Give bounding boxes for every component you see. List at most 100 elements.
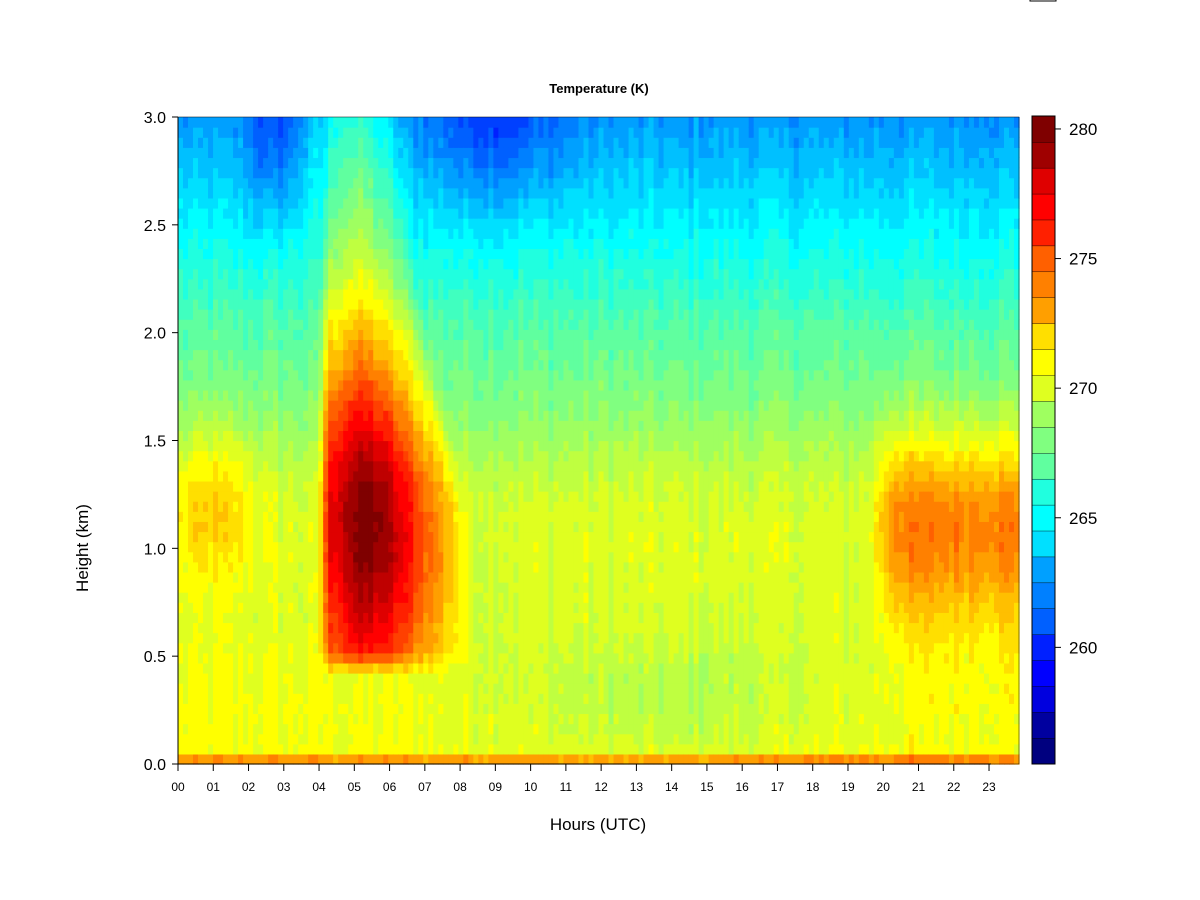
heatmap-cell [268,197,274,209]
heatmap-cell [493,117,499,128]
heatmap-cell [468,460,474,472]
heatmap-cell [418,501,424,512]
heatmap-cell [358,723,364,735]
heatmap-cell [488,207,494,219]
heatmap-cell [468,319,474,330]
heatmap-cell [463,440,469,452]
heatmap-cell [443,400,449,411]
heatmap-cell [288,531,294,543]
heatmap-cell [198,187,204,199]
heatmap-cell [323,501,329,512]
heatmap-cell [338,703,344,715]
heatmap-cell [478,369,484,381]
heatmap-cell [353,268,359,280]
heatmap-cell [223,268,229,280]
heatmap-cell [398,127,404,138]
heatmap-cell [468,592,474,603]
heatmap-cell [433,541,439,553]
heatmap-cell [213,753,219,765]
heatmap-cell [298,622,304,634]
heatmap-cell [493,521,499,533]
heatmap-cell [473,673,479,684]
heatmap-cell [528,753,535,765]
heatmap-cell [558,258,565,270]
heatmap-cell [443,470,449,482]
heatmap-cell [343,268,349,280]
heatmap-cell [378,703,384,715]
heatmap-cell [353,248,359,260]
heatmap-cell [378,602,384,613]
heatmap-cell [188,400,194,411]
heatmap-cell [453,329,459,341]
heatmap-cell [358,470,364,482]
heatmap-cell [403,117,409,128]
heatmap-cell [248,420,254,431]
heatmap-cell [358,612,364,624]
heatmap-cell [418,248,424,260]
heatmap-cell [528,127,535,138]
heatmap-cell [198,400,204,411]
heatmap-cell [533,622,540,634]
heatmap-cell [418,420,424,431]
heatmap-cell [273,592,279,603]
heatmap-cell [563,278,570,290]
heatmap-cell [493,612,499,624]
heatmap-cell [178,693,184,704]
heatmap-cell [423,491,429,502]
heatmap-cell [293,369,299,381]
heatmap-cell [323,248,329,260]
heatmap-cell [488,491,494,502]
heatmap-cell [423,177,429,189]
heatmap-cell [303,339,309,351]
heatmap-cell [223,207,229,219]
heatmap-cell [533,309,540,320]
heatmap-cell [363,187,369,199]
heatmap-cell [508,389,514,401]
heatmap-cell [268,531,274,543]
heatmap-cell [388,551,394,563]
heatmap-cell [218,703,224,715]
heatmap-cell [538,298,545,310]
heatmap-cell [318,440,324,452]
heatmap-cell [508,662,514,674]
heatmap-cell [413,571,419,583]
heatmap-cell [478,127,484,138]
heatmap-cell [228,167,234,179]
heatmap-cell [258,349,264,361]
heatmap-cell [433,359,439,371]
heatmap-cell [228,309,234,320]
heatmap-cell [258,703,264,715]
heatmap-cell [198,177,204,189]
heatmap-cell [488,501,494,512]
heatmap-cell [433,369,439,381]
heatmap-cell [193,157,199,169]
heatmap-cell [548,157,555,169]
heatmap-cell [293,753,299,765]
heatmap-cell [283,359,289,371]
heatmap-cell [398,703,404,715]
heatmap-cell [513,218,520,229]
heatmap-cell [518,551,525,563]
heatmap-cell [303,612,309,624]
heatmap-cell [303,713,309,725]
heatmap-cell [283,480,289,492]
heatmap-cell [348,723,354,735]
heatmap-cell [263,187,269,199]
heatmap-cell [408,127,414,138]
heatmap-cell [433,288,439,300]
heatmap-cell [373,207,379,219]
heatmap-cell [493,713,499,725]
heatmap-cell [283,187,289,199]
heatmap-cell [533,218,540,229]
heatmap-cell [298,612,304,624]
heatmap-cell [538,288,545,300]
heatmap-cell [483,177,489,189]
heatmap-cell [468,480,474,492]
heatmap-cell [308,207,314,219]
heatmap-cell [323,410,329,421]
heatmap-cell [433,147,439,159]
heatmap-cell [508,339,514,351]
heatmap-cell [288,207,294,219]
heatmap-cell [558,753,565,765]
heatmap-cell [493,622,499,634]
